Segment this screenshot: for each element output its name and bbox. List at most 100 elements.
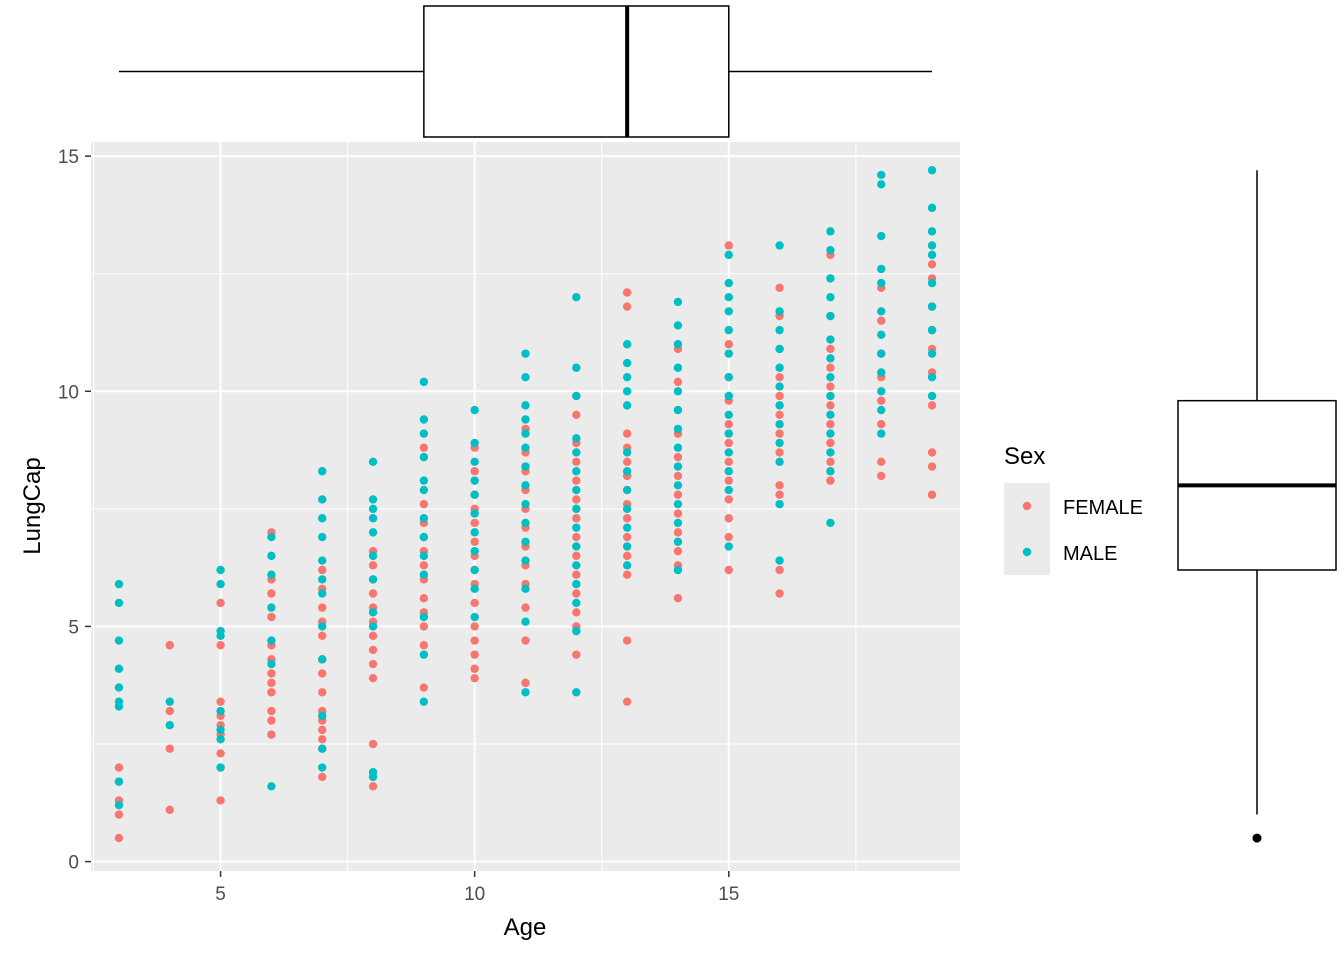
point-female [267, 589, 276, 598]
point-male [368, 528, 378, 537]
point-male [470, 509, 479, 518]
point-male [572, 542, 581, 551]
data-points [114, 166, 937, 843]
point-female [927, 401, 937, 410]
point-male [572, 561, 581, 570]
point-male [114, 683, 124, 692]
point-male [775, 382, 784, 391]
point-female [572, 532, 581, 542]
point-male [419, 514, 429, 523]
point-male [572, 688, 581, 697]
point-male [775, 307, 784, 316]
x-axis-title: Age [504, 914, 547, 941]
point-male [318, 655, 327, 664]
point-female [724, 340, 733, 349]
point-female [724, 514, 733, 523]
point-male [826, 227, 835, 236]
point-female [775, 372, 784, 382]
point-male [318, 763, 327, 772]
point-male [216, 626, 225, 636]
point-male [267, 551, 276, 561]
point-male [877, 264, 886, 274]
point-male [521, 462, 530, 471]
point-male [673, 481, 683, 490]
point-male [927, 203, 937, 213]
point-male [318, 622, 327, 631]
point-female [724, 457, 733, 467]
point-male [521, 584, 530, 594]
point-male [673, 340, 683, 349]
point-male [826, 245, 835, 255]
point-female [216, 598, 225, 608]
point-male [470, 612, 479, 622]
point-male [927, 227, 937, 236]
point-male [572, 293, 581, 302]
point-female [419, 641, 429, 650]
point-male [114, 777, 124, 786]
point-male [927, 278, 937, 288]
point-female [927, 490, 937, 499]
point-female [267, 669, 276, 678]
point-female [267, 716, 276, 725]
point-female [724, 419, 733, 429]
point-male [927, 302, 937, 311]
point-male [368, 622, 378, 631]
point-male [877, 387, 886, 396]
point-female [622, 288, 632, 297]
point-female [775, 589, 784, 598]
point-male [877, 405, 886, 415]
point-female [368, 673, 378, 683]
point-male [419, 476, 429, 485]
point-male [572, 391, 581, 401]
point-female [724, 532, 733, 542]
point-female [267, 678, 276, 688]
point-female [470, 673, 479, 683]
point-female [572, 410, 581, 419]
point-female [318, 565, 327, 575]
point-male [775, 241, 784, 250]
point-female [775, 481, 784, 490]
point-male [826, 467, 835, 476]
y-tick-label: 10 [58, 382, 79, 403]
point-male [470, 405, 479, 415]
point-female [927, 260, 937, 269]
point-female [572, 495, 581, 504]
point-male [318, 556, 327, 565]
point-female [572, 457, 581, 467]
point-male [572, 467, 581, 476]
point-female [216, 697, 225, 706]
point-male [877, 307, 886, 316]
point-female [877, 396, 886, 405]
point-male [114, 579, 124, 589]
point-female [470, 537, 479, 546]
legend-label-male: MALE [1063, 543, 1117, 565]
point-female [877, 419, 886, 429]
point-male [622, 523, 632, 532]
point-male [724, 467, 733, 476]
point-female [826, 438, 835, 448]
point-male [368, 608, 378, 617]
point-male [368, 514, 378, 523]
point-female [114, 810, 124, 819]
point-male [419, 697, 429, 706]
point-male [775, 401, 784, 410]
point-male [267, 603, 276, 612]
point-male [724, 429, 733, 438]
point-male [114, 598, 124, 608]
point-male [419, 485, 429, 495]
point-male [521, 401, 530, 410]
point-male [775, 363, 784, 372]
point-female [114, 833, 124, 843]
point-male [521, 429, 530, 438]
point-male [470, 565, 479, 575]
point-female [775, 391, 784, 401]
point-male [521, 537, 530, 546]
point-female [572, 650, 581, 659]
point-male [622, 358, 632, 368]
point-female [318, 772, 327, 782]
point-male [877, 170, 886, 180]
point-female [318, 735, 327, 744]
point-male [724, 542, 733, 551]
point-female [724, 495, 733, 504]
